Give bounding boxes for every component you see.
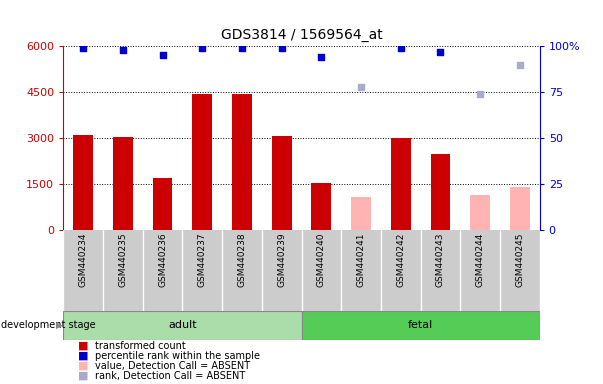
Point — [197, 45, 207, 51]
Text: ■: ■ — [78, 341, 89, 351]
Text: transformed count: transformed count — [95, 341, 186, 351]
Text: rank, Detection Call = ABSENT: rank, Detection Call = ABSENT — [95, 371, 245, 381]
Title: GDS3814 / 1569564_at: GDS3814 / 1569564_at — [221, 28, 382, 42]
Bar — [391, 137, 411, 230]
Bar — [510, 187, 530, 230]
Text: fetal: fetal — [408, 320, 433, 331]
Text: GSM440241: GSM440241 — [356, 233, 365, 287]
Text: ■: ■ — [78, 361, 89, 371]
Bar — [153, 178, 172, 230]
Text: GSM440244: GSM440244 — [476, 233, 485, 287]
Text: GSM440243: GSM440243 — [436, 233, 445, 287]
Point — [475, 91, 485, 97]
Text: GSM440245: GSM440245 — [516, 233, 525, 287]
Bar — [311, 183, 331, 230]
Bar — [113, 137, 133, 230]
Text: value, Detection Call = ABSENT: value, Detection Call = ABSENT — [95, 361, 250, 371]
Point — [118, 47, 128, 53]
Point — [237, 45, 247, 51]
Bar — [470, 195, 490, 230]
Point — [435, 48, 445, 55]
Bar — [351, 197, 371, 230]
Text: ■: ■ — [78, 351, 89, 361]
Text: ■: ■ — [78, 371, 89, 381]
Text: GSM440239: GSM440239 — [277, 233, 286, 288]
Text: GSM440240: GSM440240 — [317, 233, 326, 287]
Bar — [302, 311, 540, 340]
Text: GSM440237: GSM440237 — [198, 233, 207, 288]
Point — [78, 45, 88, 51]
Point — [396, 45, 406, 51]
Bar — [63, 311, 302, 340]
Text: GSM440234: GSM440234 — [78, 233, 87, 287]
Point — [317, 54, 326, 60]
Point — [515, 61, 525, 68]
Bar — [73, 135, 93, 230]
Text: adult: adult — [168, 320, 197, 331]
Point — [277, 45, 286, 51]
Text: GSM440236: GSM440236 — [158, 233, 167, 288]
Text: GSM440238: GSM440238 — [238, 233, 247, 288]
Bar — [192, 94, 212, 230]
Text: percentile rank within the sample: percentile rank within the sample — [95, 351, 260, 361]
Point — [356, 84, 366, 90]
Text: GSM440235: GSM440235 — [118, 233, 127, 288]
Text: ▶: ▶ — [56, 321, 63, 330]
Bar — [272, 136, 292, 230]
Text: GSM440242: GSM440242 — [396, 233, 405, 287]
Bar — [431, 154, 450, 230]
Bar — [232, 94, 252, 230]
Text: development stage: development stage — [1, 320, 96, 331]
Point — [158, 52, 168, 58]
